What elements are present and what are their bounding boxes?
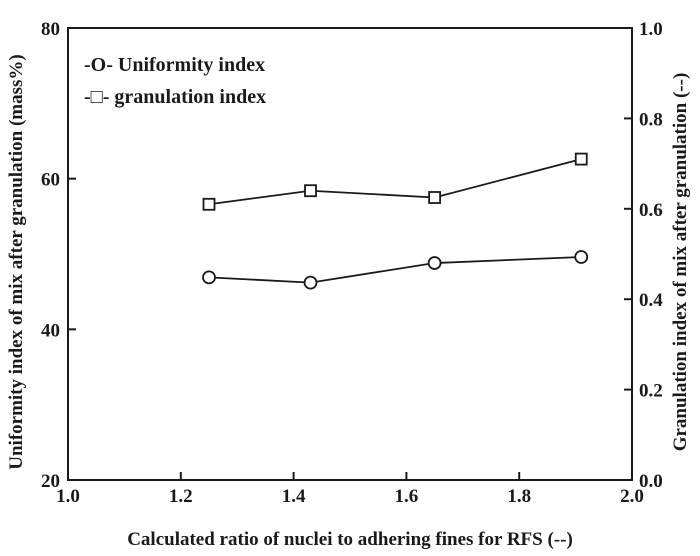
x-axis-title: Calculated ratio of nuclei to adhering f… — [127, 529, 573, 550]
x-tick-label: 1.0 — [56, 486, 80, 507]
y-tick-label: 80 — [41, 19, 60, 40]
data-point-uniformity-index — [303, 275, 318, 290]
series-layer — [202, 152, 589, 290]
y2-tick-label: 0.6 — [639, 200, 663, 221]
data-point-uniformity-index — [202, 270, 216, 285]
data-point-uniformity-index — [574, 250, 589, 264]
x-tick-label: 2.0 — [620, 486, 644, 507]
x-tick-label: 1.6 — [395, 486, 419, 507]
series-line-uniformity-index — [208, 256, 582, 284]
y2-tick-label: 1.0 — [639, 19, 663, 40]
y2-tick-label: 0.0 — [639, 471, 663, 492]
data-point-uniformity-index — [427, 256, 442, 270]
y2-tick-label: 0.2 — [639, 381, 663, 402]
legend-entry-granulation-index: -□- granulation index — [84, 86, 266, 108]
y-tick-label: 40 — [41, 320, 60, 341]
x-tick-label: 1.2 — [169, 486, 193, 507]
ticks-layer: 1.0 1.2 1.4 1.6 1.8 2.0 20 40 60 80 0.0 0.2 0.4 0.6 0.… — [41, 19, 663, 507]
x-tick-label: 1.4 — [282, 486, 306, 507]
data-point-granulation-index — [428, 191, 442, 204]
data-point-granulation-index — [304, 184, 317, 198]
plot-frame — [67, 27, 633, 481]
series-line-granulation-index — [208, 158, 582, 206]
legend-entry-uniformity-index: -O- Uniformity index — [84, 54, 265, 76]
y-axis-title: Uniformity index of mix after granulatio… — [6, 54, 27, 470]
y2-tick-label: 0.8 — [639, 109, 663, 130]
y2-axis-title: Granulation index of mix after granulati… — [670, 73, 691, 452]
data-point-granulation-index — [202, 197, 216, 211]
data-point-granulation-index — [574, 152, 588, 166]
legend: -O- Uniformity index -□- granulation ind… — [84, 54, 266, 108]
plot-area-border — [67, 27, 633, 481]
y-tick-label: 20 — [41, 471, 60, 492]
y2-tick-label: 0.4 — [639, 290, 663, 311]
y-tick-label: 60 — [41, 170, 60, 191]
x-tick-label: 1.8 — [507, 486, 531, 507]
